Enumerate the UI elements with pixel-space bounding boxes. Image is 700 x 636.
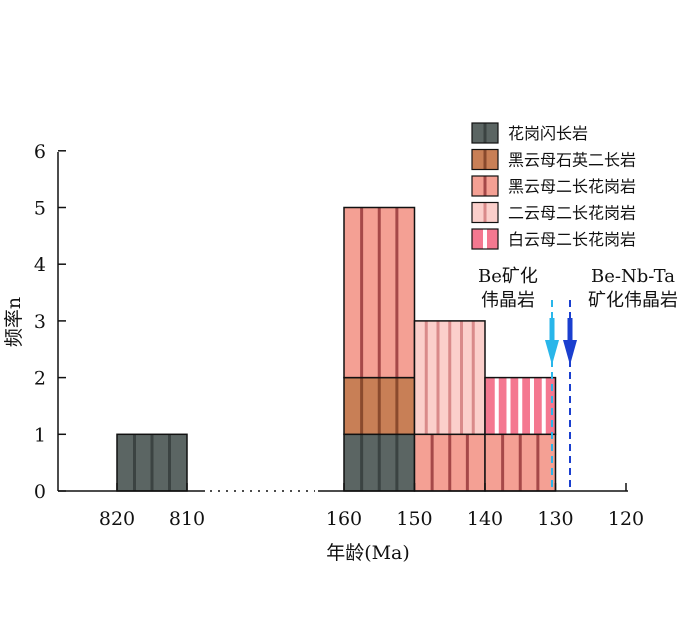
legend-label: 黑云母二长花岗岩 — [508, 177, 636, 196]
legend-label: 花岗闪长岩 — [508, 124, 588, 143]
bar-stripe — [506, 377, 511, 435]
x-tick-label: 820 — [99, 508, 135, 530]
legend-swatch-stripe — [483, 149, 487, 170]
bar-segment-biotite-monzogranite — [484, 433, 557, 492]
bar-stripe — [395, 207, 399, 378]
bar-stripe — [460, 320, 463, 435]
bar-stripe — [501, 434, 505, 491]
bar-stripe — [536, 434, 540, 491]
bar-stripe — [448, 434, 452, 491]
legend-label: 二云母二长花岗岩 — [508, 204, 636, 223]
legend-item-muscovite-monzogranite: 白云母二长花岗岩 — [471, 228, 636, 250]
bar-stripe — [360, 377, 364, 435]
bar-stripe — [518, 434, 522, 491]
x-ticks: 820 810 160 150 140 130 120 — [99, 483, 644, 530]
bar-stripe — [530, 377, 534, 435]
y-tick-label: 6 — [34, 141, 46, 163]
bar-stripe — [395, 377, 399, 435]
arrow-down-icon — [545, 340, 559, 365]
y-tick-label: 4 — [34, 254, 46, 276]
legend-swatch-stripe — [483, 229, 487, 249]
bar-segment-two-mica-monzogranite — [413, 320, 486, 436]
x-tick-label: 150 — [396, 508, 432, 530]
bar-segment-outline — [484, 376, 557, 436]
bar-stripe — [377, 207, 381, 378]
legend-item-biotite-monzogranite: 黑云母二长花岗岩 — [471, 175, 636, 197]
bar-stripe — [377, 377, 381, 435]
y-tick-label: 3 — [34, 311, 46, 333]
bar-stripe — [133, 434, 136, 491]
x-tick-label: 120 — [608, 508, 644, 530]
bar-stripe — [150, 434, 154, 491]
legend-swatch-stripe — [483, 123, 487, 143]
annotation-be-nb-ta-pegmatite: Be-Nb-Ta 矿化伟晶岩 — [563, 266, 678, 491]
bar-stripe — [471, 320, 475, 435]
bar-segment-granodiorite — [116, 433, 188, 492]
legend-swatch-stripe — [483, 202, 487, 223]
bar-stripe — [360, 207, 364, 378]
annotation-label: Be矿化 — [478, 266, 538, 287]
bar-segment-muscovite-monzogranite — [484, 376, 557, 436]
legend-swatch-outline — [471, 228, 499, 250]
annotation-label: 伟晶岩 — [481, 290, 535, 311]
arrow-shaft — [549, 318, 555, 342]
bar-stripe — [436, 320, 440, 435]
x-tick-label: 810 — [169, 508, 205, 530]
annotation-label: Be-Nb-Ta — [591, 266, 675, 287]
bar-stripe — [395, 434, 399, 491]
bar-segment-biotite-qtz-monzonite — [343, 376, 416, 436]
x-axis-title: 年龄(Ma) — [326, 542, 410, 564]
arrow-down-icon — [563, 340, 577, 365]
bar-segment-outline — [343, 206, 416, 379]
legend-label: 黑云母石英二长岩 — [508, 151, 636, 170]
legend-swatch-outline — [471, 175, 499, 197]
bar-stripe — [541, 377, 546, 435]
bar-segment-biotite-monzogranite — [343, 206, 416, 379]
y-tick-label: 2 — [34, 368, 46, 390]
bar-segment-granodiorite — [343, 433, 416, 492]
bar-stripe — [518, 377, 523, 435]
y-tick-label: 1 — [34, 424, 46, 446]
bar-stripe — [448, 320, 452, 435]
bar-stripe — [360, 434, 364, 491]
legend-label: 白云母二长花岗岩 — [508, 230, 636, 249]
legend-swatch-stripe — [483, 176, 487, 196]
legend-swatch-outline — [471, 201, 499, 224]
bar-stripe — [377, 434, 381, 491]
x-tick-label: 160 — [326, 508, 362, 530]
legend-swatch-outline — [471, 122, 499, 144]
legend-item-granodiorite: 花岗闪长岩 — [471, 122, 588, 144]
y-tick-label: 0 — [34, 481, 46, 503]
legend-item-two-mica-monzogranite: 二云母二长花岗岩 — [471, 201, 636, 224]
legend-item-biotite-qtz-monzonite: 黑云母石英二长岩 — [471, 148, 636, 171]
bar-stripe — [168, 434, 171, 491]
y-axis-title: 频率n — [3, 297, 25, 347]
bar-segment-biotite-monzogranite — [413, 433, 486, 492]
bar-stripe — [465, 434, 469, 491]
x-tick-label: 130 — [537, 508, 573, 530]
y-tick-label: 5 — [34, 198, 46, 220]
arrow-shaft — [567, 318, 573, 342]
y-ticks: 0 1 2 3 4 5 6 — [34, 141, 66, 503]
annotation-label: 矿化伟晶岩 — [588, 290, 678, 311]
bar-stripe — [430, 434, 434, 491]
bars-layer — [116, 206, 557, 492]
bar-stripe — [494, 377, 499, 435]
legend-swatch-outline — [471, 148, 499, 171]
bar-stripe — [424, 320, 428, 435]
x-tick-label: 140 — [467, 508, 503, 530]
